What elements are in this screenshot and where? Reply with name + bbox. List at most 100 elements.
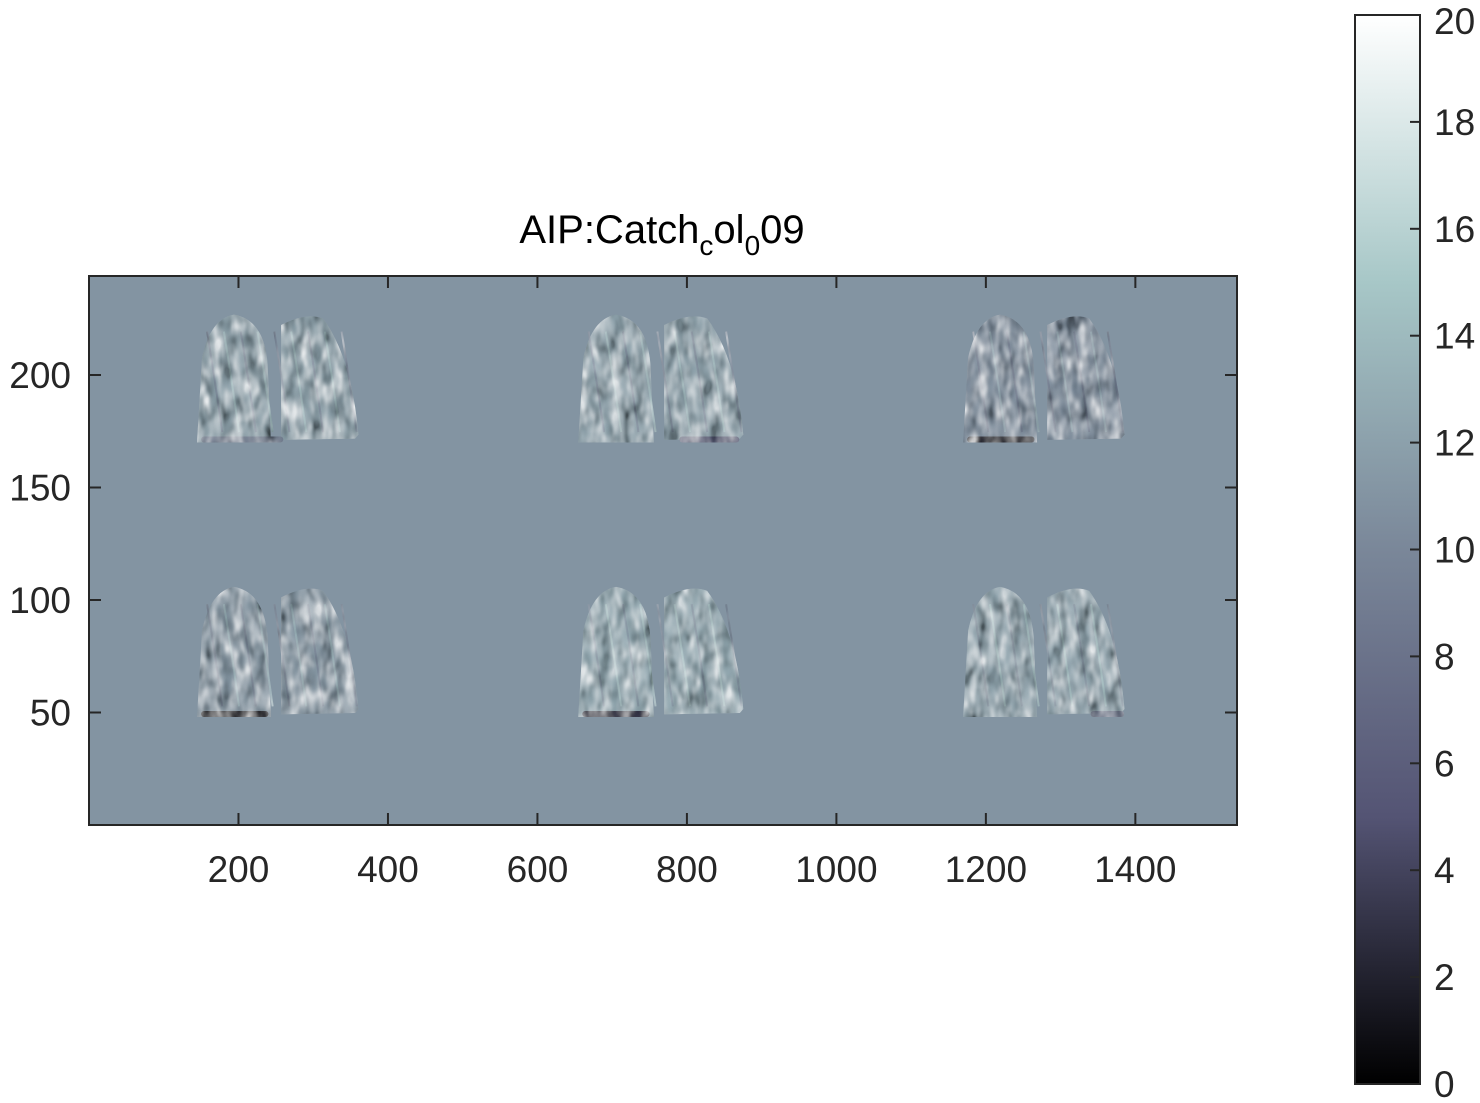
x-tick-label: 1400 <box>1094 849 1176 890</box>
texture-streak <box>656 331 674 433</box>
texture-streak <box>256 604 274 707</box>
texture-streak <box>972 604 990 707</box>
texture-streak <box>323 331 341 433</box>
texture-streak <box>273 331 291 433</box>
right-lobe <box>281 588 359 715</box>
texture-streak <box>639 604 657 707</box>
texture-streak <box>707 331 726 433</box>
x-tick-label: 200 <box>208 849 270 890</box>
texture-streak <box>1005 604 1023 707</box>
texture-streak <box>256 331 274 433</box>
texture-streak <box>656 604 674 707</box>
texture-streak <box>340 604 358 707</box>
texture-streak <box>1089 604 1108 707</box>
texture-streak <box>1106 604 1124 707</box>
texture-streak <box>587 331 606 433</box>
texture-streak <box>1073 331 1091 433</box>
y-tick-label: 150 <box>9 468 71 509</box>
title-part: AIP:Catch <box>519 208 699 252</box>
plot-area <box>88 275 1238 826</box>
texture-streak <box>222 604 241 707</box>
right-lobe <box>1047 588 1125 715</box>
texture-streak <box>206 331 224 433</box>
colorbar-tick-label: 6 <box>1434 743 1455 784</box>
dark-band <box>201 711 269 717</box>
texture-streak <box>290 331 308 433</box>
texture-streak <box>988 331 1007 433</box>
texture-streak <box>222 331 241 433</box>
texture-streak <box>1073 604 1091 707</box>
texture-streak <box>323 604 341 707</box>
x-tick-label: 1200 <box>945 849 1027 890</box>
texture-streak <box>604 331 623 433</box>
dark-band <box>967 436 1035 443</box>
plot-frame <box>88 275 1238 826</box>
colorbar: 0 2 4 6 8 10 12 14 16 18 20 <box>1354 1 1475 1103</box>
texture-streak <box>604 604 623 707</box>
texture-streak <box>690 331 709 433</box>
y-tick-label: 50 <box>30 693 71 734</box>
texture-streak <box>290 604 308 707</box>
dark-band <box>582 711 650 717</box>
title-part: c <box>699 230 713 261</box>
colorbar-tick-label: 14 <box>1434 316 1475 357</box>
colorbar-tick-label: 10 <box>1434 530 1475 571</box>
texture-streak <box>725 331 743 433</box>
texture-streak <box>673 331 691 433</box>
title-part: ol <box>713 208 744 252</box>
x-tick-label: 1000 <box>795 849 877 890</box>
x-tick-label: 400 <box>357 849 419 890</box>
colorbar-tick-label: 4 <box>1434 850 1455 891</box>
texture-streak <box>1056 331 1074 433</box>
colorbar-tick-label: 20 <box>1434 1 1475 42</box>
texture-streak <box>673 604 691 707</box>
y-tick-label: 100 <box>9 580 71 621</box>
image-panel <box>963 586 1125 717</box>
x-axis: 200 400 600 800 1000 1200 1400 <box>208 276 1177 890</box>
image-panel <box>196 586 359 717</box>
texture-streak <box>1022 331 1040 433</box>
dark-band <box>1090 711 1125 717</box>
texture-streak <box>206 604 224 707</box>
image-panel <box>578 586 744 717</box>
texture-streak <box>273 604 291 707</box>
texture-streak <box>690 604 709 707</box>
title-part: 09 <box>760 208 805 252</box>
colorbar-fill <box>1355 15 1420 1084</box>
colorbar-ticks: 0 2 4 6 8 10 12 14 16 18 20 <box>1410 1 1475 1103</box>
right-lobe <box>281 316 359 440</box>
right-lobe <box>664 316 744 440</box>
texture-streak <box>306 331 325 433</box>
image-panel <box>196 314 359 443</box>
colorbar-tick-label: 16 <box>1434 209 1475 250</box>
dark-band <box>679 436 740 443</box>
y-tick-label: 200 <box>9 355 71 396</box>
texture-streak <box>725 604 743 707</box>
right-lobe <box>1047 316 1125 440</box>
texture-streak <box>239 331 257 433</box>
right-lobe <box>664 588 744 715</box>
texture-streak <box>1056 604 1074 707</box>
dark-band <box>201 436 284 443</box>
image-panels <box>196 314 1125 717</box>
texture-streak <box>1005 331 1023 433</box>
texture-streak <box>239 604 257 707</box>
texture-streak <box>1039 604 1057 707</box>
x-tick-label: 800 <box>656 849 718 890</box>
y-axis: 50 100 150 200 <box>9 355 1237 734</box>
title-part: 0 <box>745 230 761 261</box>
texture-streak <box>340 331 358 433</box>
texture-streak <box>621 331 640 433</box>
image-panel <box>578 314 744 443</box>
colorbar-tick-label: 2 <box>1434 957 1455 998</box>
colorbar-tick-label: 8 <box>1434 636 1455 677</box>
colorbar-tick-label: 12 <box>1434 423 1475 464</box>
colorbar-tick-label: 18 <box>1434 102 1475 143</box>
chart-title: AIP:Catchcol009 <box>519 208 804 261</box>
texture-streak <box>306 604 325 707</box>
texture-streak <box>639 331 657 433</box>
texture-streak <box>707 604 726 707</box>
texture-streak <box>1022 604 1040 707</box>
texture-streak <box>988 604 1007 707</box>
